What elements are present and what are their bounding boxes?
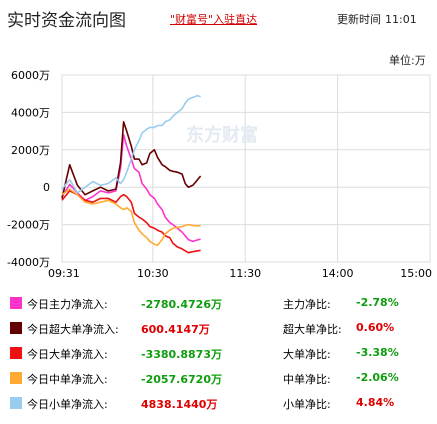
legend-value: -2057.6720万 (141, 373, 222, 386)
y-tick-label: -4000万 (7, 256, 50, 269)
x-tick-label: 11:30 (229, 267, 261, 280)
chart-grid (61, 74, 431, 263)
series-line-1 (61, 120, 202, 199)
x-tick-label: 09:31 (48, 267, 80, 280)
legend-row: 今日小单净流入: 4838.1440万 小单净比: 4.84% (0, 393, 437, 413)
fund-flow-chart: 东方财富 6000万 4000万 2000万 0 -2000万 -4000万 09:31 1… (7, 69, 432, 280)
series-line-4 (61, 94, 201, 194)
legend-row: 今日主力净流入: -2780.4726万 主力净比: -2.78% (0, 293, 437, 313)
promo-link[interactable]: "财富号"入驻直达 (170, 13, 258, 26)
x-axis-labels: 09:31 10:30 11:30 14:00 15:00 (48, 267, 432, 280)
series-lines (61, 94, 202, 254)
ratio-label: 中单净比: (283, 373, 331, 386)
y-axis-labels: 6000万 4000万 2000万 0 -2000万 -4000万 (7, 69, 50, 269)
legend-value: 600.4147万 (141, 323, 210, 336)
ratio-label: 主力净比: (283, 298, 331, 311)
legend-swatch (10, 372, 22, 384)
legend-swatch (10, 397, 22, 409)
y-tick-label: 0 (43, 181, 50, 194)
ratio-label: 大单净比: (283, 348, 331, 361)
legend-value: 4838.1440万 (141, 398, 218, 411)
legend-swatch (10, 297, 22, 309)
update-time-value: 11:01 (385, 13, 417, 26)
watermark: 东方财富 (186, 124, 258, 146)
ratio-value: -2.78% (356, 296, 399, 309)
ratio-label: 小单净比: (283, 398, 331, 411)
y-tick-label: 4000万 (11, 106, 50, 119)
ratio-value: -2.06% (356, 371, 399, 384)
unit-label: 单位:万 (389, 54, 426, 67)
y-tick-label: 6000万 (11, 69, 50, 82)
series-line-2 (61, 190, 201, 254)
legend-value: -2780.4726万 (141, 298, 222, 311)
y-tick-label: -2000万 (7, 219, 50, 232)
ratio-value: -3.38% (356, 346, 399, 359)
legend-row: 今日超大单净流入: 600.4147万 超大单净比: 0.60% (0, 318, 437, 338)
series-line-3 (61, 188, 201, 246)
legend-label: 今日中单净流入: (27, 373, 108, 386)
plot-frame (61, 74, 431, 263)
ratio-value: 4.84% (356, 396, 395, 409)
x-tick-label: 14:00 (322, 267, 354, 280)
legend-label: 今日超大单净流入: (27, 323, 119, 336)
legend-swatch (10, 347, 22, 359)
series-line-0 (61, 134, 201, 243)
y-tick-label: 2000万 (11, 144, 50, 157)
legend-label: 今日小单净流入: (27, 398, 108, 411)
legend-label: 今日主力净流入: (27, 298, 108, 311)
chart-title: 实时资金流向图 (7, 11, 126, 31)
legend-swatch (10, 322, 22, 334)
legend-row: 今日中单净流入: -2057.6720万 中单净比: -2.06% (0, 368, 437, 388)
legend-value: -3380.8873万 (141, 348, 222, 361)
update-time-label: 更新时间 (337, 13, 381, 26)
update-time: 更新时间 11:01 (337, 11, 417, 27)
x-tick-label: 15:00 (400, 267, 432, 280)
ratio-value: 0.60% (356, 321, 395, 334)
ratio-label: 超大单净比: (283, 323, 342, 336)
legend-label: 今日大单净流入: (27, 348, 108, 361)
legend-row: 今日大单净流入: -3380.8873万 大单净比: -3.38% (0, 343, 437, 363)
x-tick-label: 10:30 (137, 267, 169, 280)
